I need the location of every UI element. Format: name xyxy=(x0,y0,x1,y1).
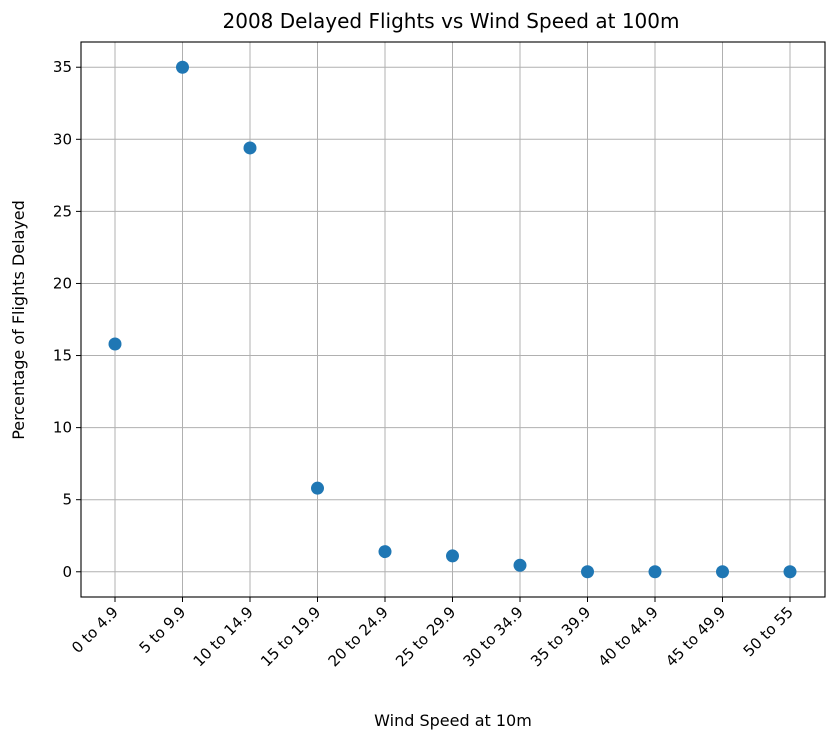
grid-lines xyxy=(81,42,825,597)
data-point xyxy=(243,141,257,155)
x-tick-label: 30 to 34.9 xyxy=(460,603,527,670)
x-tick-label: 35 to 39.9 xyxy=(527,603,594,670)
y-tick-label: 35 xyxy=(53,58,72,76)
y-axis-label: Percentage of Flights Delayed xyxy=(9,200,28,440)
data-point xyxy=(716,565,729,579)
y-tick-label: 25 xyxy=(53,202,72,220)
axis-ticks: 0 to 4.9 5 to 9.9 10 to 14.9 15 to 19.9 20 t… xyxy=(53,58,797,670)
x-tick-label: 15 to 19.9 xyxy=(257,603,324,670)
data-point xyxy=(783,565,797,579)
data-point xyxy=(108,337,122,351)
y-tick-label: 0 xyxy=(62,563,72,581)
chart-title: 2008 Delayed Flights vs Wind Speed at 10… xyxy=(223,9,680,33)
data-point xyxy=(446,549,459,563)
data-point xyxy=(378,545,392,559)
x-axis-label: Wind Speed at 10m xyxy=(374,711,532,730)
x-tick-label: 0 to 4.9 xyxy=(68,603,122,657)
y-tick-label: 15 xyxy=(53,347,72,365)
data-point xyxy=(311,481,324,495)
y-tick-label: 10 xyxy=(53,419,72,437)
x-tick-label: 50 to 55 xyxy=(740,603,797,660)
x-tick-label: 20 to 24.9 xyxy=(325,603,392,670)
x-tick-label: 10 to 14.9 xyxy=(190,603,257,670)
x-tick-label: 25 to 29.9 xyxy=(392,603,459,670)
data-point xyxy=(581,565,594,579)
y-tick-label: 20 xyxy=(53,274,72,292)
data-point xyxy=(176,60,189,74)
y-tick-label: 30 xyxy=(53,130,72,148)
data-point xyxy=(513,558,527,572)
data-point xyxy=(648,565,662,579)
y-tick-label: 5 xyxy=(62,491,72,509)
x-tick-label: 45 to 49.9 xyxy=(662,603,729,670)
x-tick-label: 5 to 9.9 xyxy=(136,603,190,657)
x-tick-label: 40 to 44.9 xyxy=(595,603,662,670)
data-points xyxy=(108,60,797,579)
